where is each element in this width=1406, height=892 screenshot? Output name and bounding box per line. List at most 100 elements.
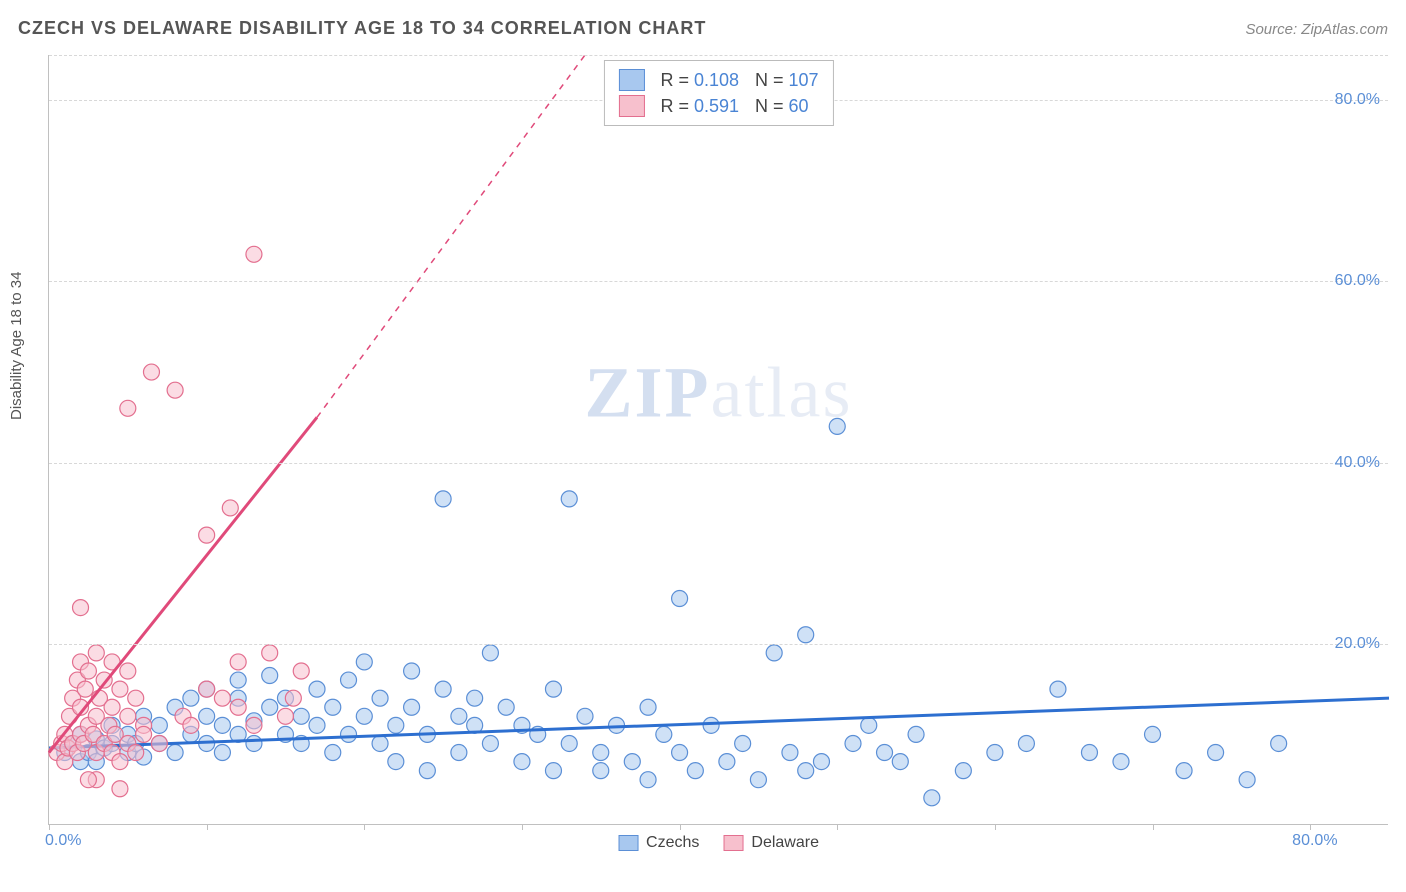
data-point (309, 681, 325, 697)
data-point (246, 735, 262, 751)
data-point (73, 600, 89, 616)
swatch-small-czechs (618, 835, 638, 851)
gridline (49, 463, 1388, 464)
data-point (577, 708, 593, 724)
data-point (514, 754, 530, 770)
data-point (545, 681, 561, 697)
data-point (112, 781, 128, 797)
data-point (1050, 681, 1066, 697)
y-tick-label: 80.0% (1335, 91, 1380, 109)
x-tick-label: 0.0% (45, 832, 81, 850)
data-point (735, 735, 751, 751)
data-point (80, 772, 96, 788)
y-tick-label: 20.0% (1335, 635, 1380, 653)
data-point (325, 699, 341, 715)
data-point (262, 645, 278, 661)
x-tick (837, 824, 838, 830)
x-tick (995, 824, 996, 830)
data-point (214, 717, 230, 733)
data-point (230, 654, 246, 670)
data-point (404, 663, 420, 679)
data-point (372, 735, 388, 751)
y-axis-label: Disability Age 18 to 34 (8, 272, 25, 420)
x-tick (207, 824, 208, 830)
data-point (325, 745, 341, 761)
data-point (892, 754, 908, 770)
data-point (388, 717, 404, 733)
y-tick-label: 60.0% (1335, 272, 1380, 290)
trendline (49, 417, 317, 752)
legend-item-czechs: Czechs (618, 834, 699, 852)
data-point (246, 717, 262, 733)
legend-correlation: R = 0.108 N = 107 R = 0.591 N = 60 (603, 60, 833, 126)
data-point (277, 708, 293, 724)
data-point (143, 364, 159, 380)
data-point (703, 717, 719, 733)
data-point (309, 717, 325, 733)
swatch-delaware (618, 95, 644, 117)
data-point (813, 754, 829, 770)
data-point (120, 708, 136, 724)
x-tick (364, 824, 365, 830)
data-point (955, 763, 971, 779)
data-point (151, 717, 167, 733)
header: CZECH VS DELAWARE DISABILITY AGE 18 TO 3… (18, 18, 1388, 39)
data-point (798, 763, 814, 779)
data-point (672, 745, 688, 761)
data-point (222, 500, 238, 516)
data-point (293, 708, 309, 724)
data-point (104, 699, 120, 715)
data-point (404, 699, 420, 715)
data-point (1145, 726, 1161, 742)
gridline (49, 55, 1388, 56)
data-point (112, 681, 128, 697)
data-point (285, 690, 301, 706)
data-point (482, 645, 498, 661)
data-point (498, 699, 514, 715)
data-point (435, 491, 451, 507)
data-point (1239, 772, 1255, 788)
data-point (230, 699, 246, 715)
data-point (545, 763, 561, 779)
data-point (1271, 735, 1287, 751)
x-tick (680, 824, 681, 830)
swatch-small-delaware (723, 835, 743, 851)
data-point (656, 726, 672, 742)
data-point (388, 754, 404, 770)
data-point (246, 246, 262, 262)
data-point (151, 735, 167, 751)
data-point (120, 400, 136, 416)
data-point (624, 754, 640, 770)
data-point (924, 790, 940, 806)
legend-row-delaware: R = 0.591 N = 60 (618, 93, 818, 119)
data-point (766, 645, 782, 661)
data-point (88, 645, 104, 661)
data-point (782, 745, 798, 761)
data-point (356, 708, 372, 724)
data-point (341, 672, 357, 688)
legend-row-czechs: R = 0.108 N = 107 (618, 67, 818, 93)
data-point (183, 690, 199, 706)
data-point (908, 726, 924, 742)
data-point (451, 708, 467, 724)
data-point (199, 681, 215, 697)
legend-item-delaware: Delaware (723, 834, 819, 852)
chart-title: CZECH VS DELAWARE DISABILITY AGE 18 TO 3… (18, 18, 706, 39)
data-point (482, 735, 498, 751)
data-point (230, 672, 246, 688)
x-tick-label: 80.0% (1292, 832, 1337, 850)
data-point (1176, 763, 1192, 779)
gridline (49, 644, 1388, 645)
data-point (341, 726, 357, 742)
data-point (451, 745, 467, 761)
data-point (561, 491, 577, 507)
data-point (435, 681, 451, 697)
data-point (593, 763, 609, 779)
x-tick (49, 824, 50, 830)
data-point (687, 763, 703, 779)
data-point (183, 717, 199, 733)
data-point (877, 745, 893, 761)
chart-area: ZIPatlas R = 0.108 N = 107 R = 0.591 N =… (48, 55, 1388, 825)
data-point (199, 708, 215, 724)
x-tick (1310, 824, 1311, 830)
